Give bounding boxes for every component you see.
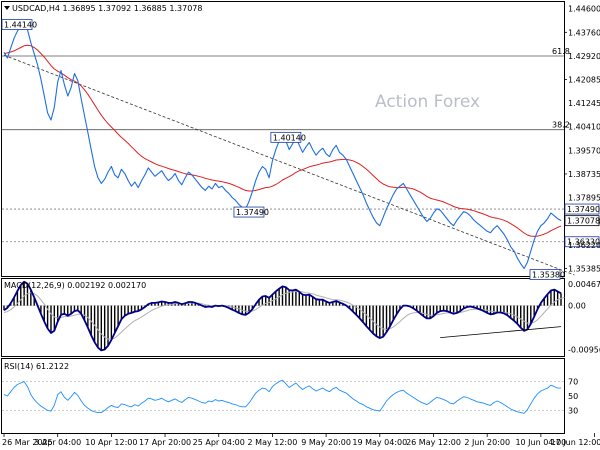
rsi-axis-tick-label: 30 — [568, 406, 578, 415]
price-axis-level-box — [564, 236, 600, 248]
price-annotation-label: 1.37490 — [236, 208, 269, 217]
watermark-text: Action Forex — [375, 92, 480, 112]
rsi-line — [3, 379, 561, 414]
price-axis-tick-label: 1.43760 — [568, 28, 600, 37]
price-axis-tick-label: 1.42085 — [568, 76, 600, 85]
triangle-down-icon — [4, 6, 10, 10]
time-axis-tick-label: 10 Apr 12:00 — [85, 438, 137, 447]
price-annotation-label: 1.35380 — [532, 271, 565, 280]
price-axis-tick-label: 1.42920 — [568, 52, 600, 61]
macd-signal-line — [3, 290, 565, 340]
price-annotation-box — [529, 269, 561, 280]
time-axis-tick-label: 19 May 04:00 — [352, 438, 407, 447]
current-price-box — [564, 215, 600, 227]
price-axis-tick-label: 1.38735 — [568, 170, 600, 179]
time-axis-tick-label: 3 Apr 04:00 — [34, 438, 81, 447]
price-axis-tick-label: 1.41245 — [568, 99, 600, 108]
price-axis-tick-label: 1.35385 — [568, 264, 600, 273]
macd-trendline — [440, 326, 562, 339]
price-axis-level-label: 1.37490 — [567, 205, 600, 214]
price-axis-tick-label: 1.39570 — [568, 146, 600, 155]
price-axis-tick-label: 1.37895 — [568, 194, 600, 203]
price-axis-tick-label: 1.40410 — [568, 123, 600, 132]
rsi-panel: 70 50 30 — [2, 378, 578, 415]
macd-axis-tick-label: 0.004674 — [568, 280, 600, 289]
price-axis-tick-label: 1.44600 — [568, 5, 600, 14]
macd-axis-tick-label: -0.009568 — [568, 345, 600, 354]
time-axis-tick-label: 2 May 12:00 — [248, 438, 298, 447]
rsi-axis-tick-label: 70 — [568, 378, 578, 387]
time-axis-tick-label: 17 Apr 20:00 — [139, 438, 191, 447]
price-panel: 61.8 38.2 1.37490 1.36330 1.44140 1.40140 1.37… — [1, 5, 600, 280]
trendline — [3, 54, 575, 276]
time-axis-tick-label: 2 Jun 20:00 — [464, 438, 510, 447]
macd-panel-frame — [1, 278, 565, 357]
price-axis-tick-label: 1.36220 — [568, 241, 600, 250]
time-axis-tick-label: 9 May 20:00 — [301, 438, 351, 447]
price-annotation-label: 1.44140 — [4, 21, 37, 30]
macd-panel-title: MACD(12,26,9) 0.002192 0.002170 — [4, 281, 146, 290]
price-panel-frame — [1, 1, 565, 277]
rsi-panel-title: RSI(14) 61.2122 — [4, 362, 69, 371]
price-annotation-box — [233, 206, 265, 218]
level-label: 61.8 — [552, 47, 570, 56]
rsi-axis-tick-label: 50 — [568, 392, 578, 401]
time-axis-tick-label: 25 Apr 04:00 — [193, 438, 245, 447]
time-axis-tick-label: 26 Mar 2025 — [2, 438, 53, 447]
time-axis-tick-label: 17 Jun 12:00 — [551, 438, 600, 447]
macd-panel: 0.004674 0.00 -0.009568 — [2, 280, 600, 354]
price-axis-level-label: 1.36330 — [567, 238, 600, 247]
macd-line — [3, 280, 562, 352]
rsi-panel-frame — [1, 358, 565, 434]
price-axis-level-box — [564, 203, 600, 215]
price-annotation-label: 1.40140 — [273, 133, 306, 142]
time-axis-tick-label: 10 Jun 04:00 — [515, 438, 566, 447]
price-panel-title: USDCAD,H4 1.36895 1.37092 1.36885 1.3707… — [12, 4, 202, 13]
time-axis-tick-label: 26 May 12:00 — [406, 438, 461, 447]
price-annotation-box — [270, 131, 302, 143]
level-label: 38.2 — [552, 121, 570, 130]
macd-axis-tick-label: 0.00 — [568, 302, 586, 311]
sma-line — [3, 44, 562, 237]
current-price-label: 1.37078 — [567, 217, 600, 226]
price-annotation-box — [1, 19, 33, 31]
